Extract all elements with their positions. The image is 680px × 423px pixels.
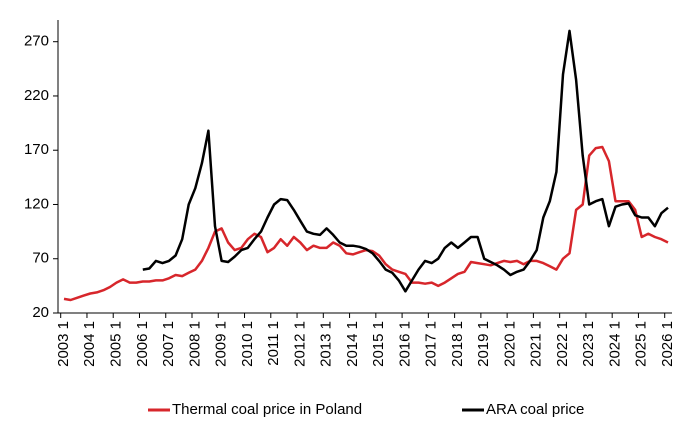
x-tick-label: 2025 1	[633, 321, 650, 367]
series-line	[142, 29, 669, 293]
x-tick-label: 2003 1	[55, 321, 72, 367]
x-tick-label: 2007 1	[160, 321, 177, 367]
x-tick-label: 2019 1	[475, 321, 492, 367]
y-tick-label: 120	[24, 195, 49, 212]
x-tick-label: 2004 1	[81, 321, 98, 367]
x-tick-label: 2024 1	[606, 321, 623, 367]
x-tick-label: 2009 1	[213, 321, 230, 367]
x-tick-label: 2026 1	[659, 321, 676, 367]
x-tick-label: 2011 1	[265, 321, 282, 366]
x-tick-label: 2021 1	[528, 321, 545, 367]
x-tick-label: 2010 1	[239, 321, 256, 367]
y-tick-label: 220	[24, 87, 49, 104]
x-tick-label: 2016 1	[396, 321, 413, 367]
y-tick-label: 20	[32, 304, 49, 321]
legend-label: Thermal coal price in Poland	[172, 401, 362, 418]
x-tick-label: 2005 1	[107, 321, 124, 367]
x-tick-label: 2018 1	[449, 321, 466, 367]
x-tick-label: 2022 1	[554, 321, 571, 367]
x-tick-label: 2023 1	[580, 321, 597, 367]
x-tick-label: 2008 1	[186, 321, 203, 367]
y-tick-label: 170	[24, 141, 49, 158]
y-tick-label: 270	[24, 33, 49, 50]
legend-label: ARA coal price	[486, 401, 584, 418]
x-tick-label: 2017 1	[423, 321, 440, 367]
x-tick-label: 2015 1	[370, 321, 387, 367]
y-tick-label: 70	[32, 250, 49, 267]
series-line	[63, 145, 669, 302]
x-tick-label: 2020 1	[501, 321, 518, 367]
x-tick-label: 2006 1	[134, 321, 151, 367]
x-tick-label: 2013 1	[318, 321, 335, 367]
x-tick-label: 2012 1	[291, 321, 308, 367]
x-tick-label: 2014 1	[344, 321, 361, 367]
